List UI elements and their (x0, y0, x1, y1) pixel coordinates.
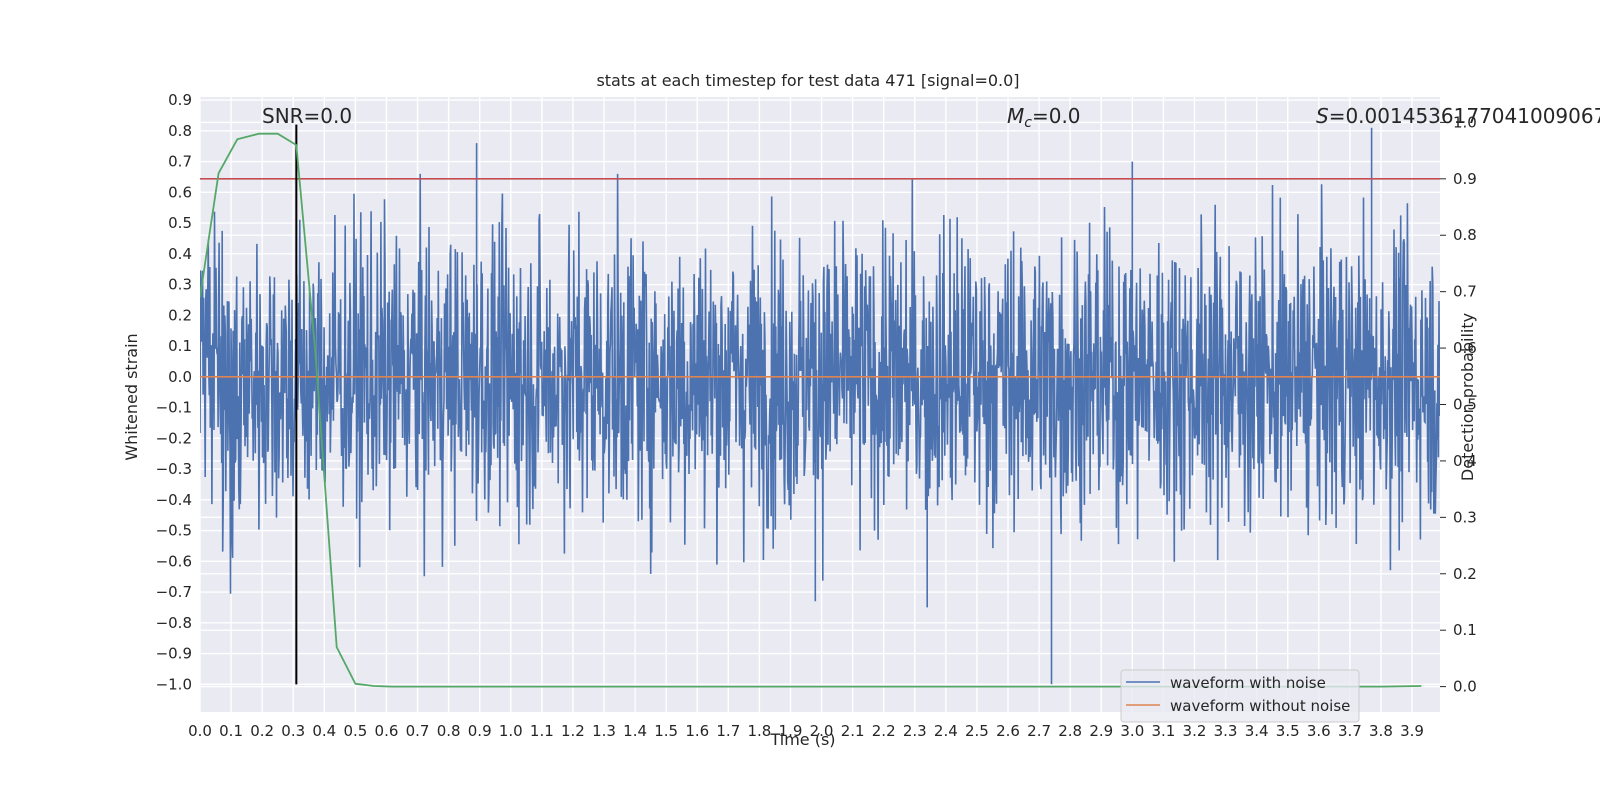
x-tick-label: 1.7 (716, 722, 740, 740)
series-waveform-with-noise (200, 127, 1440, 685)
y-tick-label: −0.1 (156, 399, 192, 417)
x-tick-label: 2.8 (1058, 722, 1082, 740)
snr-annotation: SNR=0.0 (262, 104, 352, 128)
y-tick-label: −0.7 (156, 583, 192, 601)
x-tick-label: 0.5 (343, 722, 367, 740)
x-tick-label: 0.7 (406, 722, 430, 740)
x-tick-label: 0.6 (375, 722, 399, 740)
y-tick-label: 0.0 (168, 368, 192, 386)
y-axis-left: 0.9 0.8 0.7 0.6 0.5 0.4 0.3 0.2 0.1 0.0 −0.1 −0.2 −0… (156, 91, 192, 693)
y2-tick-label: 0.1 (1453, 621, 1477, 639)
x-tick-label: 1.0 (499, 722, 523, 740)
x-tick-label: 3.5 (1276, 722, 1300, 740)
y2-tick-label: 0.4 (1453, 452, 1477, 470)
y-tick-label: −0.6 (156, 552, 192, 570)
y-tick-label: −0.3 (156, 460, 192, 478)
s-value: =0.0014536177041009067 (1329, 104, 1600, 128)
y2-tick-label: 0.5 (1453, 396, 1477, 414)
x-tick-label: 2.1 (841, 722, 865, 740)
x-tick-label: 1.1 (530, 722, 554, 740)
y-tick-label: 0.4 (168, 245, 192, 263)
x-tick-label: 0.1 (219, 722, 243, 740)
y2-tick-label: 0.3 (1453, 508, 1477, 526)
y2-axis-label: Detection probability (1458, 313, 1477, 481)
y-tick-label: −0.2 (156, 429, 192, 447)
y2-tick-label: 0.6 (1453, 339, 1477, 357)
y-axis-label: Whitened strain (122, 333, 141, 460)
x-tick-label: 1.6 (685, 722, 709, 740)
y-tick-label: 0.1 (168, 337, 192, 355)
x-tick-label: 1.4 (623, 722, 647, 740)
x-tick-label: 2.4 (934, 722, 958, 740)
mc-symbol: M (1007, 104, 1024, 128)
y-tick-label: 0.5 (168, 214, 192, 232)
x-tick-label: 0.4 (312, 722, 336, 740)
y-tick-label: −0.9 (156, 645, 192, 663)
x-tick-label: 2.7 (1027, 722, 1051, 740)
mc-annotation: Mc=0.0 (1007, 104, 1081, 131)
y-tick-label: 0.2 (168, 306, 192, 324)
legend-label-clean: waveform without noise (1170, 697, 1350, 715)
x-axis-label: Time (s) (769, 730, 835, 749)
x-tick-label: 2.0 (810, 722, 834, 740)
series-detection-probability (200, 132, 1422, 688)
legend-box (1120, 669, 1360, 723)
x-tick-label: 3.7 (1338, 722, 1362, 740)
x-tick-label: 3.9 (1400, 722, 1424, 740)
x-tick-label: 0.3 (281, 722, 305, 740)
y2-tick-label: 0.2 (1453, 565, 1477, 583)
y-tick-label: 0.9 (168, 91, 192, 109)
x-tick-label: 3.6 (1307, 722, 1331, 740)
x-tick-label: 3.8 (1369, 722, 1393, 740)
y2-tick-label: 0.0 (1453, 678, 1477, 696)
x-tick-label: 2.5 (965, 722, 989, 740)
x-tick-label: 2.2 (872, 722, 896, 740)
x-tick-label: 2.6 (996, 722, 1020, 740)
x-tick-label: 1.5 (654, 722, 678, 740)
y2-tick-label: 1.0 (1453, 113, 1477, 131)
y2-tick-label: 0.8 (1453, 226, 1477, 244)
s-annotation: S=0.0014536177041009067 (1316, 104, 1600, 128)
y-tick-label: −0.8 (156, 614, 192, 632)
x-tick-label: 3.3 (1214, 722, 1238, 740)
y-tick-label: 0.6 (168, 183, 192, 201)
s-symbol: S (1316, 104, 1329, 128)
x-tick-label: 1.3 (592, 722, 616, 740)
y2-tick-label: 0.9 (1453, 170, 1477, 188)
x-tick-label: 0.0 (188, 722, 212, 740)
y-tick-label: −0.5 (156, 522, 192, 540)
x-tick-label: 3.2 (1183, 722, 1207, 740)
x-tick-label: 1.8 (747, 722, 771, 740)
y2-tick-label: 0.7 (1453, 283, 1477, 301)
x-tick-label: 1.2 (561, 722, 585, 740)
x-axis: 0.0 0.1 0.2 0.3 0.4 0.5 0.6 0.7 0.8 0.9 1.0 1.1 1.2 1… (188, 722, 1424, 740)
x-tick-label: 0.2 (250, 722, 274, 740)
legend: waveform with noise waveform without noi… (1120, 669, 1360, 723)
chart-title: stats at each timestep for test data 471… (596, 71, 1019, 90)
mc-value: =0.0 (1032, 104, 1081, 128)
x-tick-label: 0.8 (437, 722, 461, 740)
mc-subscript: c (1024, 115, 1032, 131)
x-tick-label: 0.9 (468, 722, 492, 740)
y-tick-label: 0.8 (168, 122, 192, 140)
x-tick-label: 1.9 (779, 722, 803, 740)
y-tick-label: 0.3 (168, 276, 192, 294)
y-tick-label: −0.4 (156, 491, 192, 509)
legend-label-noise: waveform with noise (1170, 674, 1326, 692)
x-tick-label: 2.9 (1089, 722, 1113, 740)
x-tick-label: 3.0 (1120, 722, 1144, 740)
y-tick-label: 0.7 (168, 153, 192, 171)
x-tick-label: 2.3 (903, 722, 927, 740)
x-tick-label: 3.1 (1151, 722, 1175, 740)
y-axis-right: 1.0 0.9 0.8 0.7 0.6 0.5 0.4 0.3 0.2 0.1 0.0 (1440, 113, 1477, 696)
x-tick-label: 3.4 (1245, 722, 1269, 740)
y-tick-label: −1.0 (156, 675, 192, 693)
